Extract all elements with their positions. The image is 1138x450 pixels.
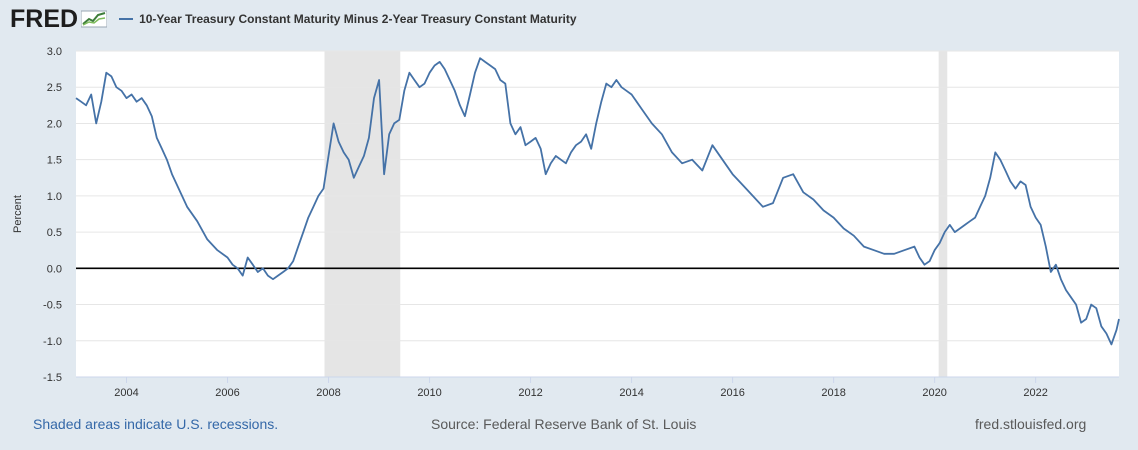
x-tick-label: 2016 bbox=[720, 387, 744, 399]
x-tick-label: 2022 bbox=[1023, 387, 1047, 399]
y-tick-label: 1.0 bbox=[47, 191, 62, 203]
site-link[interactable]: fred.stlouisfed.org bbox=[975, 416, 1087, 432]
plot-background bbox=[76, 51, 1119, 377]
y-tick-label: 2.5 bbox=[47, 82, 62, 94]
source-note: Source: Federal Reserve Bank of St. Loui… bbox=[431, 416, 697, 432]
fred-chart-icon bbox=[81, 10, 108, 28]
y-tick-label: -0.5 bbox=[43, 300, 62, 312]
x-tick-label: 2012 bbox=[518, 387, 542, 399]
x-tick-label: 2006 bbox=[215, 387, 239, 399]
x-tick-label: 2014 bbox=[619, 387, 643, 399]
y-tick-label: -1.5 bbox=[43, 372, 62, 384]
fred-logo[interactable]: FRED bbox=[10, 4, 79, 33]
chart-legend[interactable]: 10-Year Treasury Constant Maturity Minus… bbox=[119, 12, 577, 26]
series-line[interactable] bbox=[75, 57, 1120, 346]
x-tick-label: 2008 bbox=[316, 387, 340, 399]
x-tick-label: 2020 bbox=[922, 387, 946, 399]
x-axis-ticks: 2004 2006 2008 2010 2012 2014 2016 2018 2020 2022 bbox=[76, 376, 1119, 399]
recession-bands bbox=[324, 51, 948, 377]
y-tick-label: -1.0 bbox=[43, 336, 62, 348]
y-axis-ticks: 3.0 2.5 2.0 1.5 1.0 0.5 0.0 -0.5 -1.0 -1.5 bbox=[43, 46, 62, 384]
y-tick-label: 0.0 bbox=[47, 263, 62, 275]
recession-note: Shaded areas indicate U.S. recessions. bbox=[33, 416, 279, 432]
y-tick-label: 3.0 bbox=[47, 46, 62, 58]
recession-band bbox=[324, 51, 401, 377]
x-tick-label: 2004 bbox=[114, 387, 138, 399]
chart-plot[interactable]: 3.02.52.01.51.00.50.0-0.5-1.0-1.5 2004 20… bbox=[0, 40, 1138, 400]
y-tick-label: 0.5 bbox=[47, 227, 62, 239]
recession-band bbox=[938, 51, 948, 377]
y-axis-label: Percent bbox=[12, 195, 24, 233]
chart-header: FRED 10-Year Treasury Constant Maturity … bbox=[10, 4, 577, 34]
x-tick-label: 2010 bbox=[417, 387, 441, 399]
y-tick-label: 1.5 bbox=[47, 155, 62, 167]
legend-label: 10-Year Treasury Constant Maturity Minus… bbox=[139, 12, 577, 26]
legend-swatch bbox=[119, 18, 134, 20]
y-tick-label: 2.0 bbox=[47, 118, 62, 130]
x-tick-label: 2018 bbox=[821, 387, 845, 399]
